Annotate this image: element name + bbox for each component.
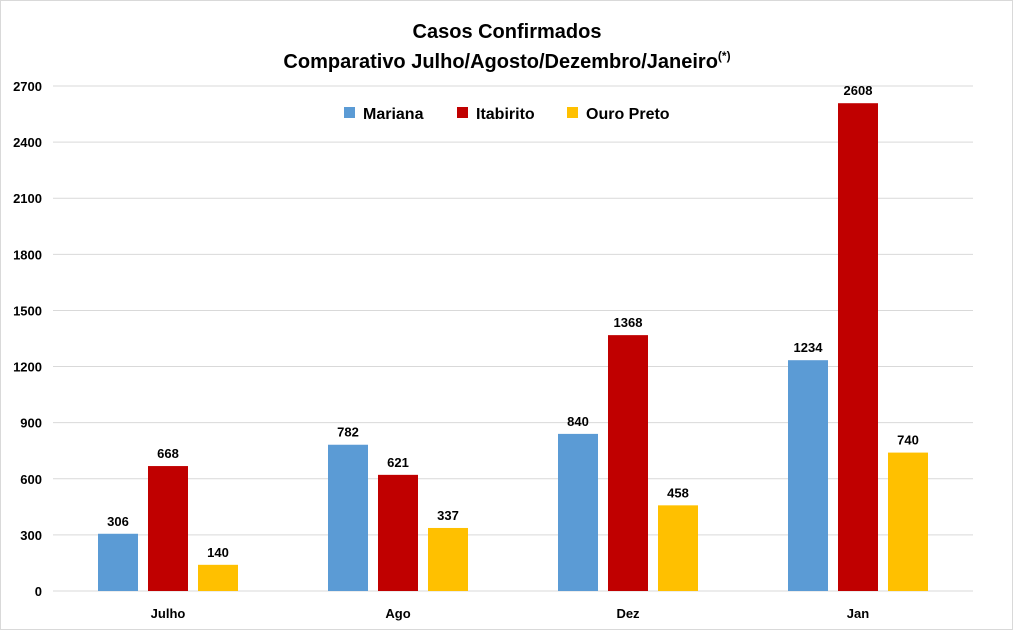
data-label: 840 [567, 414, 589, 429]
legend-label: Mariana [363, 106, 424, 123]
chart-subtitle-superscript: (*) [718, 49, 731, 63]
legend-label: Ouro Preto [586, 106, 670, 123]
data-label: 1234 [794, 340, 824, 355]
bars [98, 103, 928, 592]
x-tick-label: Jan [847, 606, 869, 621]
bar-mariana-ago [328, 444, 368, 591]
bar-ouro-preto-jan [888, 452, 928, 591]
bar-mariana-julho [98, 533, 138, 591]
x-tick-label: Julho [151, 606, 186, 621]
data-label: 2608 [844, 83, 873, 98]
y-tick-label: 2400 [13, 135, 42, 150]
x-tick-label: Ago [385, 606, 410, 621]
legend-swatch [457, 107, 468, 118]
legend-swatch [567, 107, 578, 118]
data-label: 306 [107, 514, 129, 529]
bar-itabirito-jan [838, 103, 878, 592]
gridlines [53, 85, 973, 592]
y-tick-label: 2100 [13, 191, 42, 206]
data-label: 782 [337, 425, 359, 440]
data-label: 337 [437, 508, 459, 523]
data-label: 1368 [614, 315, 643, 330]
legend-label: Itabirito [476, 106, 535, 123]
y-tick-label: 2700 [13, 79, 42, 94]
legend-swatch [344, 107, 355, 118]
legend: Mariana Itabirito Ouro Preto [344, 106, 670, 123]
bar-mariana-dez [558, 433, 598, 591]
x-axis: Julho Ago Dez Jan [151, 606, 870, 621]
chart-subtitle-main: Comparativo Julho/Agosto/Dezembro/Janeir… [283, 51, 718, 73]
y-tick-label: 1200 [13, 360, 42, 375]
y-axis: 0 300 600 900 1200 1500 1800 2100 2400 2700 [13, 79, 42, 599]
y-tick-label: 1800 [13, 247, 42, 262]
bar-ouro-preto-ago [428, 527, 468, 591]
data-label: 140 [207, 545, 229, 560]
y-tick-label: 300 [20, 528, 42, 543]
y-tick-label: 1500 [13, 303, 42, 318]
data-label: 458 [667, 485, 689, 500]
data-label: 740 [897, 433, 919, 448]
bar-ouro-preto-dez [658, 505, 698, 591]
bar-mariana-jan [788, 360, 828, 591]
bar-ouro-preto-julho [198, 564, 238, 591]
y-tick-label: 600 [20, 472, 42, 487]
y-tick-label: 0 [35, 584, 42, 599]
bar-itabirito-dez [608, 335, 648, 591]
y-tick-label: 900 [20, 416, 42, 431]
chart-subtitle: Comparativo Julho/Agosto/Dezembro/Janeir… [283, 49, 730, 73]
bar-itabirito-ago [378, 474, 418, 591]
bar-itabirito-julho [148, 466, 188, 591]
x-tick-label: Dez [616, 606, 640, 621]
chart-title: Casos Confirmados [413, 21, 602, 43]
data-label: 668 [157, 446, 179, 461]
data-label: 621 [387, 455, 409, 470]
data-labels: 306 668 140 782 621 337 840 1368 458 1234 2608 740 [107, 83, 919, 560]
